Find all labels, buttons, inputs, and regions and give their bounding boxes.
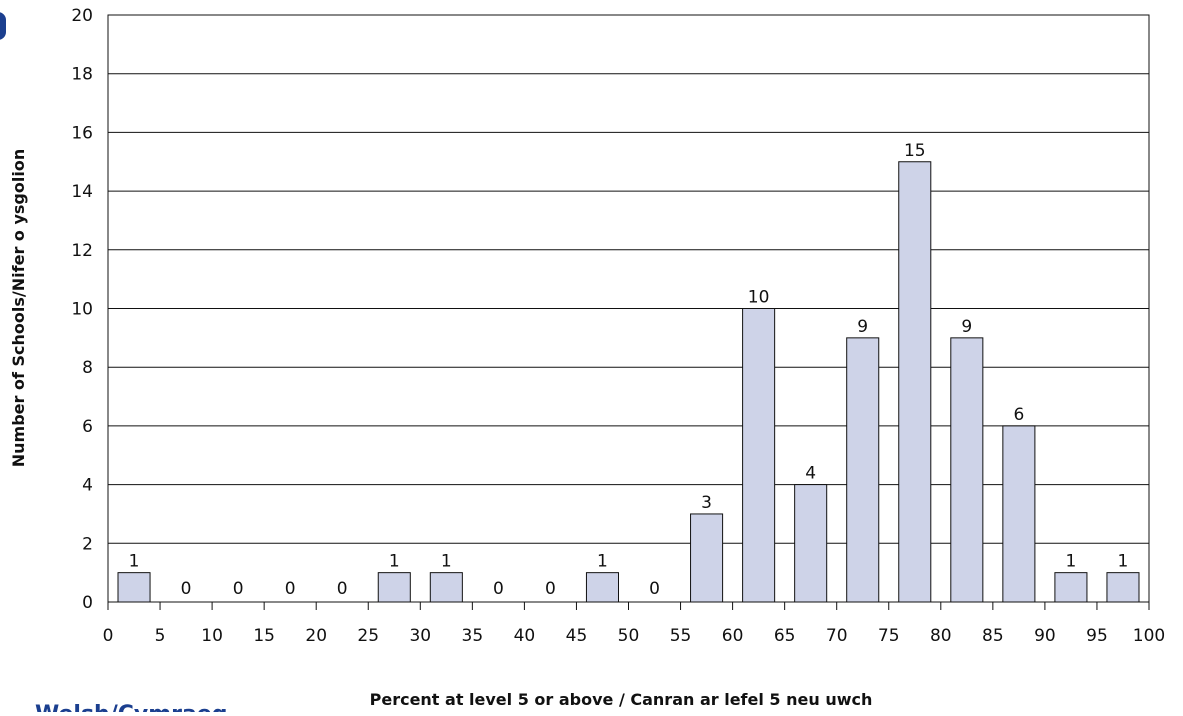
y-tick-label-2: 2 <box>82 534 93 554</box>
y-tick-label-12: 12 <box>71 241 93 261</box>
y-tick-label-14: 14 <box>71 182 93 202</box>
x-tick-label-15: 15 <box>253 626 275 646</box>
data-label-45-50: 1 <box>597 552 608 572</box>
data-label-60-65: 10 <box>748 288 770 308</box>
x-tick-label-60: 60 <box>722 626 744 646</box>
x-tick-label-85: 85 <box>982 626 1004 646</box>
y-tick-label-20: 20 <box>71 6 93 26</box>
bar-80-85 <box>950 337 984 603</box>
bar-70-75 <box>846 337 880 603</box>
y-tick-label-10: 10 <box>71 300 93 320</box>
data-label-90-95: 1 <box>1066 552 1077 572</box>
x-tick-label-40: 40 <box>514 626 536 646</box>
y-tick-label-6: 6 <box>82 417 93 437</box>
x-axis-title: Percent at level 5 or above / Canran ar … <box>370 690 873 709</box>
data-label-15-20: 0 <box>285 579 296 599</box>
data-label-50-55: 0 <box>649 579 660 599</box>
data-label-70-75: 9 <box>857 317 868 337</box>
left-edge-marker <box>0 12 6 40</box>
x-tick-label-45: 45 <box>566 626 588 646</box>
y-axis-title: Number of Schools/Nifer o ysgolion <box>9 149 28 467</box>
x-tick-label-10: 10 <box>201 626 223 646</box>
data-label-65-70: 4 <box>805 464 816 484</box>
x-tick-label-90: 90 <box>1034 626 1056 646</box>
data-label-0-5: 1 <box>129 552 140 572</box>
x-tick-label-0: 0 <box>103 626 114 646</box>
x-tick-label-50: 50 <box>618 626 640 646</box>
x-tick-label-5: 5 <box>155 626 166 646</box>
bar-25-30 <box>377 572 411 603</box>
data-label-75-80: 15 <box>904 141 926 161</box>
bar-0-5 <box>117 572 151 603</box>
data-label-95-100: 1 <box>1118 552 1129 572</box>
data-label-55-60: 3 <box>701 493 712 513</box>
x-tick-label-20: 20 <box>305 626 327 646</box>
bar-95-100 <box>1106 572 1140 603</box>
data-label-10-15: 0 <box>233 579 244 599</box>
grid-layer <box>108 73 1149 544</box>
y-tick-label-0: 0 <box>82 593 93 613</box>
x-tick-label-100: 100 <box>1133 626 1165 646</box>
y-tick-label-18: 18 <box>71 65 93 85</box>
bar-90-95 <box>1054 572 1088 603</box>
y-tick-label-4: 4 <box>82 476 93 496</box>
data-label-85-90: 6 <box>1013 405 1024 425</box>
x-tick-label-95: 95 <box>1086 626 1108 646</box>
x-tick-label-65: 65 <box>774 626 796 646</box>
x-tick-label-55: 55 <box>670 626 692 646</box>
axis-layer <box>107 14 1150 610</box>
x-tick-label-30: 30 <box>409 626 431 646</box>
bar-30-35 <box>429 572 463 603</box>
x-tick-label-35: 35 <box>462 626 484 646</box>
data-label-80-85: 9 <box>961 317 972 337</box>
data-label-20-25: 0 <box>337 579 348 599</box>
x-tick-label-80: 80 <box>930 626 952 646</box>
bar-55-60 <box>690 513 724 603</box>
data-label-25-30: 1 <box>389 552 400 572</box>
bar-45-50 <box>585 572 620 603</box>
bar-layer <box>117 161 1140 603</box>
data-label-40-45: 0 <box>545 579 556 599</box>
y-tick-label-8: 8 <box>82 358 93 378</box>
x-tick-label-70: 70 <box>826 626 848 646</box>
y-tick-label-16: 16 <box>71 123 93 143</box>
bar-85-90 <box>1002 425 1036 603</box>
bar-65-70 <box>794 484 828 603</box>
x-tick-label-75: 75 <box>878 626 900 646</box>
data-label-30-35: 1 <box>441 552 452 572</box>
data-label-5-10: 0 <box>181 579 192 599</box>
bar-60-65 <box>742 308 776 603</box>
footer-label: Welsh/Cymraeg <box>35 702 228 712</box>
data-label-35-40: 0 <box>493 579 504 599</box>
bar-75-80 <box>898 161 932 603</box>
x-tick-label-25: 25 <box>357 626 379 646</box>
